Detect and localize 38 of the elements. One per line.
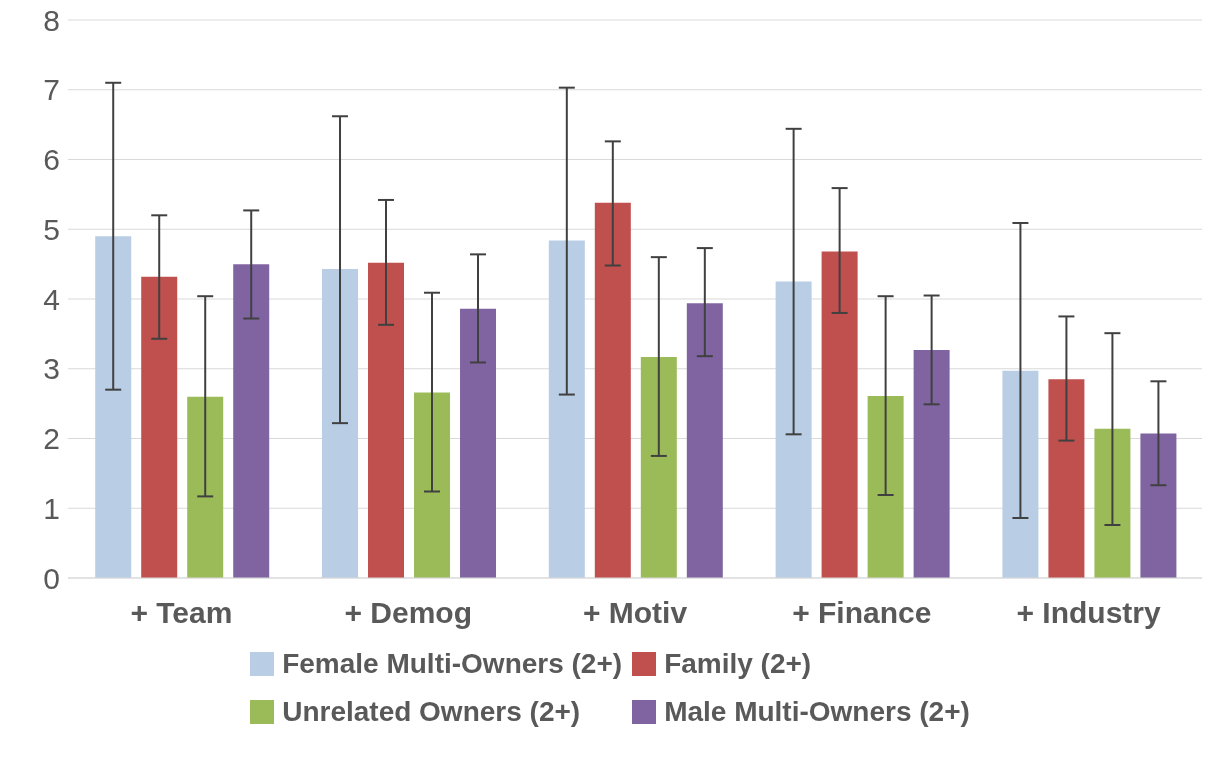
y-tick-label: 4 (43, 282, 60, 316)
bar (1094, 428, 1131, 578)
y-tick-label: 1 (43, 491, 60, 525)
bar (322, 269, 359, 578)
bar (368, 262, 405, 578)
bar (821, 251, 858, 578)
bar (913, 349, 950, 578)
bar (1140, 433, 1177, 578)
y-tick-label: 8 (43, 3, 60, 37)
bar (1002, 370, 1039, 578)
x-tick-label: + Motiv (582, 596, 688, 630)
legend-label: Male Multi-Owners (2+) (664, 696, 970, 728)
bar (867, 395, 904, 578)
x-tick-label: + Finance (792, 596, 932, 630)
x-tick-label: + Team (130, 596, 233, 630)
bar (640, 356, 677, 578)
legend-label: Family (2+) (664, 648, 812, 680)
bar (548, 240, 585, 578)
legend-label: Unrelated Owners (2+) (282, 696, 581, 728)
y-tick-label: 7 (43, 73, 60, 107)
bar (1048, 379, 1085, 578)
bar (460, 308, 497, 578)
y-tick-label: 5 (43, 212, 60, 246)
x-tick-label: + Industry (1016, 596, 1162, 630)
bar (414, 392, 451, 578)
bar (686, 303, 723, 578)
bar (775, 281, 812, 578)
y-tick-label: 2 (43, 422, 60, 456)
bar (233, 264, 270, 578)
bar (594, 202, 631, 578)
bar (187, 396, 224, 578)
y-tick-label: 0 (43, 561, 60, 595)
legend-label: Female Multi-Owners (2+) (282, 648, 623, 680)
x-tick-label: + Demog (344, 596, 472, 630)
y-tick-label: 3 (43, 352, 60, 386)
bar (95, 236, 132, 578)
bar (141, 276, 178, 578)
y-tick-label: 6 (43, 143, 60, 177)
